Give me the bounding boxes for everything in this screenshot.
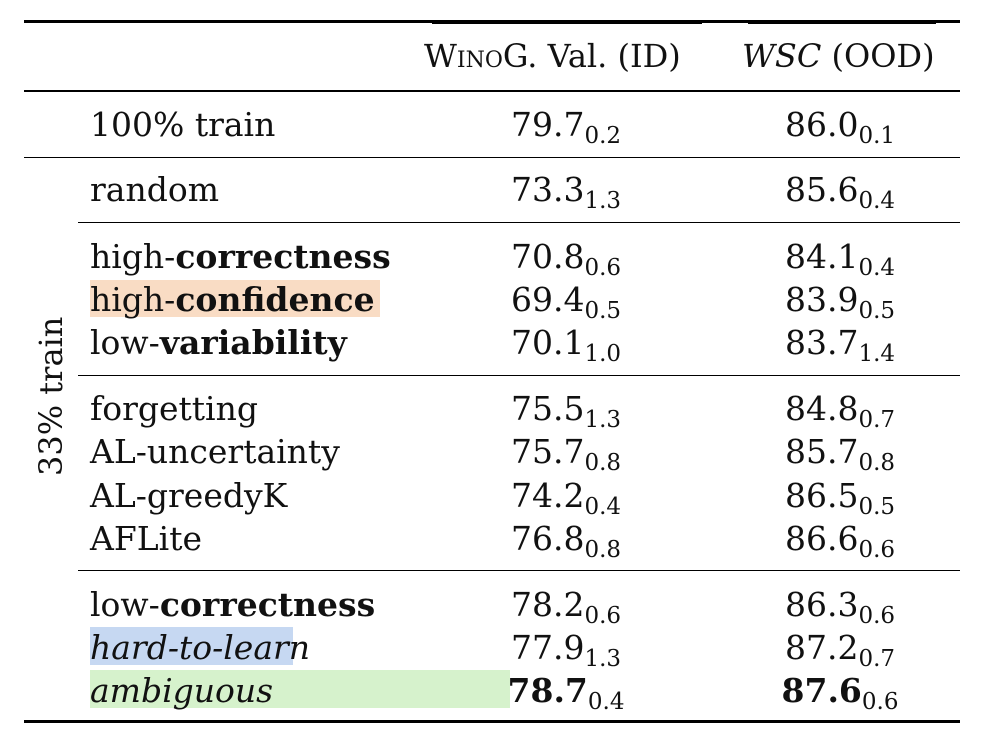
row-label-low-variability: low-variability	[90, 323, 347, 362]
full-train-rule	[24, 157, 960, 158]
row-label-al-uncertainty: AL-uncertainty	[90, 432, 340, 471]
row-label-hard-to-learn: hard-to-learn	[90, 628, 311, 667]
hard-to-learn-winogrande: 77.91.3	[510, 628, 622, 672]
low-variability-wsc: 83.71.4	[784, 323, 896, 367]
header-overline-col1	[432, 20, 702, 24]
datamap-rule	[78, 375, 960, 376]
al-uncertainty-winogrande: 75.70.8	[510, 432, 622, 476]
ambiguous-winogrande: 78.70.4	[507, 671, 625, 715]
high-confidence-winogrande: 69.40.5	[510, 280, 622, 324]
high-correctness-winogrande: 70.80.6	[510, 237, 622, 281]
row-label-high-correctness: high-correctness	[90, 237, 391, 276]
row-label-ambiguous: ambiguous	[90, 671, 274, 710]
winogrande-rest: G. Val. (ID)	[502, 37, 681, 75]
hard-to-learn-highlight	[90, 627, 293, 665]
low-correctness-winogrande: 78.20.6	[510, 585, 622, 629]
row-label-forgetting: forgetting	[90, 389, 258, 428]
random-rule	[78, 222, 960, 223]
hard-to-learn-wsc: 87.20.7	[784, 628, 896, 672]
ambiguous-highlight	[90, 670, 510, 708]
al-greedyk-wsc: 86.50.5	[784, 476, 896, 520]
wsc-rest: (OOD)	[821, 37, 935, 75]
row-label-aflite: AFLite	[90, 519, 202, 558]
column-header-winogrande: WinoG. Val. (ID)	[424, 40, 681, 72]
baselines-rule	[78, 570, 960, 571]
column-header-wsc: WSC (OOD)	[742, 40, 935, 72]
full-train-winogrande: 79.70.2	[510, 105, 622, 149]
random-wsc: 85.60.4	[784, 170, 896, 214]
header-rule	[24, 90, 960, 92]
forgetting-winogrande: 75.51.3	[510, 389, 622, 433]
group-label: 33% train	[32, 316, 70, 476]
high-correctness-wsc: 84.10.4	[784, 237, 896, 281]
row-label-full-train: 100% train	[90, 105, 276, 144]
wsc-name: WSC	[742, 37, 822, 75]
row-label-high-confidence: high-confidence	[90, 280, 375, 319]
forgetting-wsc: 84.80.7	[784, 389, 896, 433]
header-overline-col2	[748, 20, 936, 24]
low-variability-winogrande: 70.11.0	[510, 323, 622, 367]
winogrande-name: Wino	[424, 37, 503, 75]
full-train-wsc: 86.00.1	[784, 105, 896, 149]
ambiguous-wsc: 87.60.6	[781, 671, 899, 715]
confidence-highlight	[90, 280, 380, 317]
high-confidence-wsc: 83.90.5	[784, 280, 896, 324]
aflite-winogrande: 76.80.8	[510, 519, 622, 563]
row-label-low-correctness: low-correctness	[90, 585, 376, 624]
al-greedyk-winogrande: 74.20.4	[510, 476, 622, 520]
aflite-wsc: 86.60.6	[784, 519, 896, 563]
row-label-random: random	[90, 170, 219, 209]
bottom-rule	[24, 720, 960, 723]
row-label-al-greedyk: AL-greedyK	[90, 476, 288, 515]
low-correctness-wsc: 86.30.6	[784, 585, 896, 629]
random-winogrande: 73.31.3	[510, 170, 622, 214]
al-uncertainty-wsc: 85.70.8	[784, 432, 896, 476]
